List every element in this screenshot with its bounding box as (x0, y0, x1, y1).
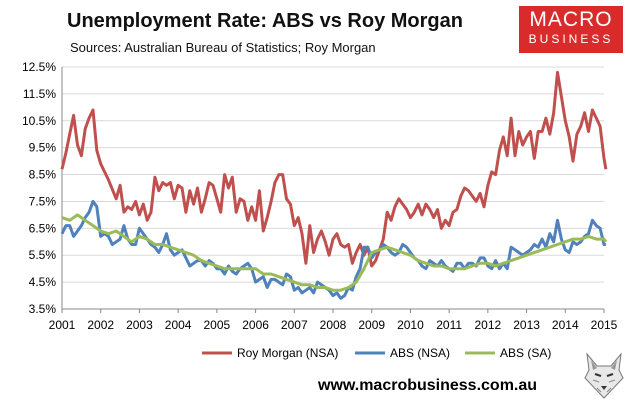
y-tick-label: 11.5% (23, 87, 56, 101)
x-tick-label: 2014 (552, 318, 579, 332)
x-tick-label: 2001 (49, 318, 76, 332)
y-tick-label: 3.5% (29, 302, 57, 316)
x-tick-label: 2007 (281, 318, 308, 332)
axes (61, 67, 604, 310)
x-axis-ticks: 2001 2002 2003 2004 2005 2006 2007 2008 2009 2010… (49, 309, 618, 332)
x-tick-label: 2006 (242, 318, 269, 332)
x-tick-label: 2002 (87, 318, 114, 332)
y-tick-label: 4.5% (29, 275, 57, 289)
y-tick-label: 7.5% (29, 194, 57, 208)
website-url[interactable]: www.macrobusiness.com.au (318, 377, 538, 394)
y-tick-label: 8.5% (29, 168, 57, 182)
x-tick-label: 2008 (320, 318, 347, 332)
y-axis-ticks: 3.5% 4.5% 5.5% 6.5% 7.5% 8.5% 9.5% 10.5% 11.5% 12… (22, 60, 56, 316)
chart-title: Unemployment Rate: ABS vs Roy Morgan (67, 10, 463, 32)
chart-subtitle: Sources: Australian Bureau of Statistics… (70, 40, 376, 55)
y-tick-label: 5.5% (29, 248, 57, 262)
logo-line-macro: MACRO (529, 8, 613, 31)
y-tick-label: 12.5% (22, 60, 56, 74)
x-tick-label: 2010 (397, 318, 424, 332)
series-line-1 (60, 199, 606, 300)
legend-label-1: ABS (NSA) (390, 346, 450, 360)
x-tick-label: 2012 (475, 318, 502, 332)
x-tick-label: 2009 (358, 318, 385, 332)
y-tick-label: 10.5% (22, 114, 56, 128)
series-line-2 (61, 213, 608, 292)
x-tick-label: 2004 (165, 318, 192, 332)
macrobusiness-logo: MACRO BUSINESS (519, 6, 623, 53)
x-tick-label: 2005 (204, 318, 231, 332)
grid-lines (62, 66, 604, 310)
wolf-icon (584, 352, 624, 399)
x-tick-label: 2011 (436, 318, 462, 332)
y-tick-label: 6.5% (29, 221, 57, 235)
logo-line-business: BUSINESS (528, 32, 614, 46)
legend: Roy Morgan (NSA) ABS (NSA) ABS (SA) (202, 346, 551, 360)
legend-label-2: ABS (SA) (500, 346, 551, 360)
x-tick-label: 2015 (591, 318, 618, 332)
legend-label-0: Roy Morgan (NSA) (237, 346, 338, 360)
series-line-0 (60, 70, 608, 268)
series-lines (60, 70, 608, 300)
y-tick-label: 9.5% (29, 141, 57, 155)
x-tick-label: 2003 (126, 318, 153, 332)
x-tick-label: 2013 (513, 318, 540, 332)
